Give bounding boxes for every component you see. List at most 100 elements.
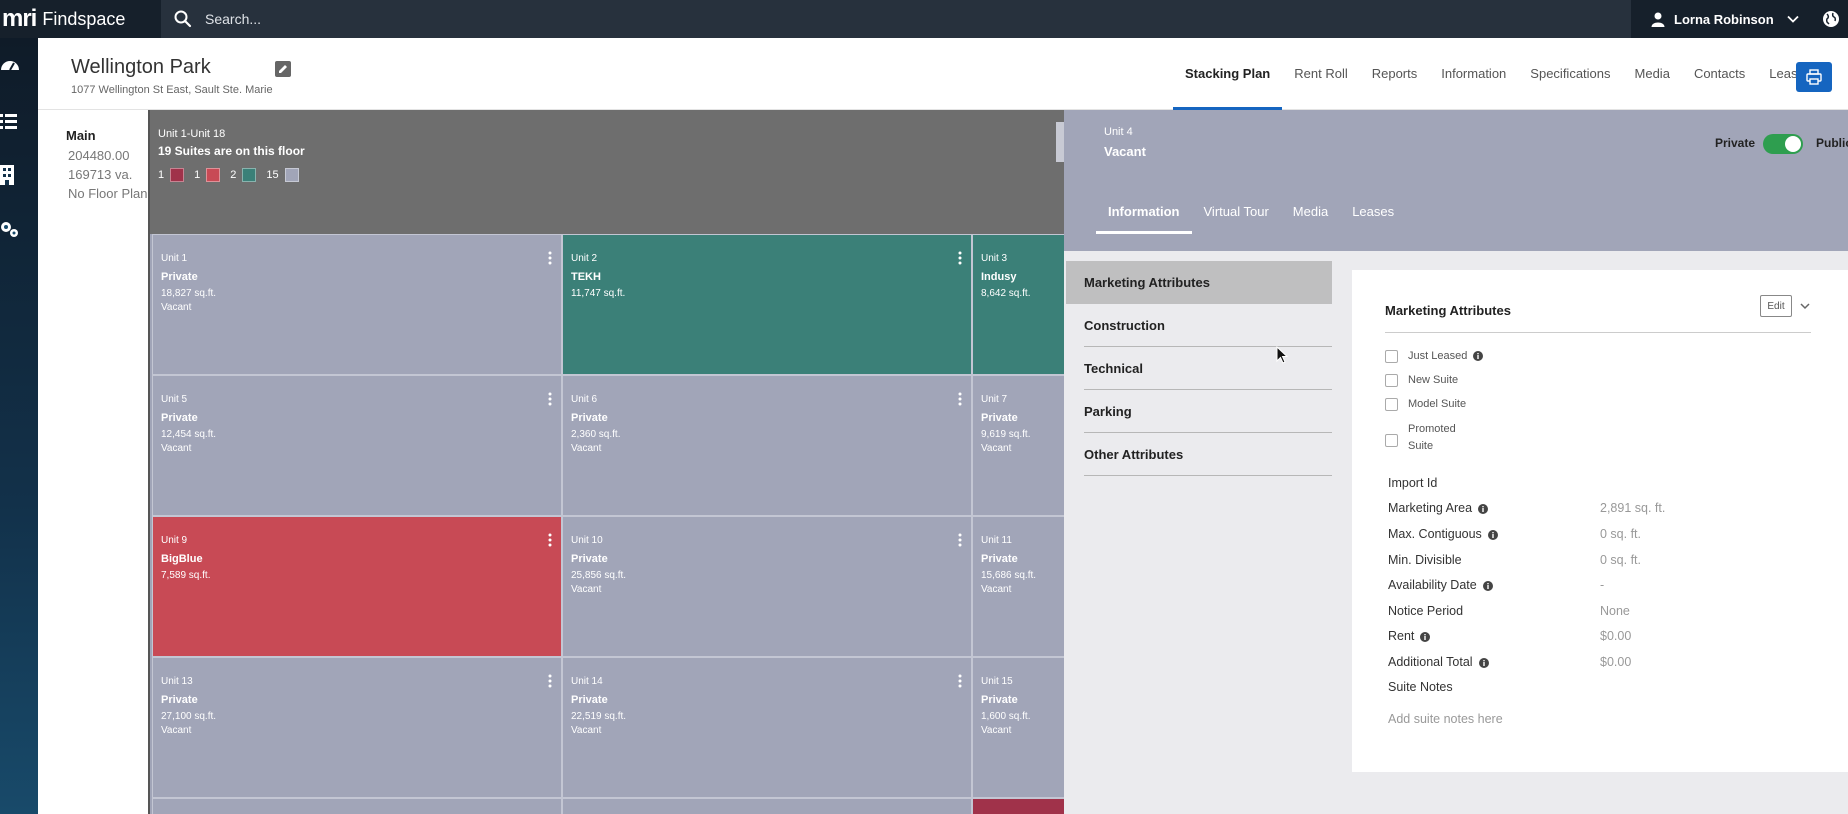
legend-swatch xyxy=(284,168,299,182)
suite-notes-input[interactable]: Add suite notes here xyxy=(1388,712,1503,726)
tab-media[interactable]: Media xyxy=(1292,204,1329,219)
unit-tile[interactable]: Unit 6 Private 2,360 sq.ft. Vacant xyxy=(562,375,972,516)
info-icon[interactable] xyxy=(1487,529,1498,540)
main-nav: Stacking Plan Rent Roll Reports Informat… xyxy=(1173,38,1823,110)
tab-media[interactable]: Media xyxy=(1634,66,1670,81)
unit-tile[interactable]: Unit 15 Private 1,600 sq.ft. Vacant xyxy=(972,657,1064,798)
unit-tenant: Private xyxy=(571,694,608,706)
app-logo[interactable]: mri Findspace xyxy=(0,0,160,38)
checkbox[interactable] xyxy=(1385,350,1398,363)
unit-tile[interactable]: Unit 3 Indusy 8,642 sq.ft. xyxy=(972,234,1064,375)
edit-button[interactable]: Edit xyxy=(1760,295,1792,317)
field-label-text: Availability Date xyxy=(1388,578,1477,592)
visibility-toggle[interactable] xyxy=(1763,134,1803,154)
tab-virtual-tour[interactable]: Virtual Tour xyxy=(1203,204,1269,219)
tab-reports[interactable]: Reports xyxy=(1371,66,1418,81)
floor-plan-status: No Floor Plan xyxy=(68,186,148,201)
menu-parking[interactable]: Parking xyxy=(1084,390,1332,433)
info-icon[interactable] xyxy=(1482,580,1493,591)
unit-tile[interactable]: Unit 13 Private 27,100 sq.ft. Vacant xyxy=(152,657,562,798)
edit-icon[interactable] xyxy=(274,60,292,78)
floor-summary[interactable]: Main 204480.00 169713 va. No Floor Plan xyxy=(38,110,148,814)
field-label: Marketing Area xyxy=(1388,501,1489,515)
settings-icon[interactable] xyxy=(0,218,22,240)
more-options-icon[interactable] xyxy=(955,674,965,688)
search-input[interactable] xyxy=(205,11,1105,27)
checkbox[interactable] xyxy=(1385,398,1398,411)
more-options-icon[interactable] xyxy=(545,533,555,547)
tab-specifications[interactable]: Specifications xyxy=(1530,66,1611,81)
private-label: Private xyxy=(1715,136,1756,150)
search-bar[interactable] xyxy=(161,0,1631,38)
unit-area: 15,686 sq.ft. xyxy=(981,570,1037,581)
user-menu[interactable]: Lorna Robinson xyxy=(1650,0,1800,38)
unit-number: Unit 3 xyxy=(981,253,1008,264)
tab-rent-roll[interactable]: Rent Roll xyxy=(1294,66,1348,81)
print-button[interactable] xyxy=(1796,62,1832,92)
unit-number: Unit 5 xyxy=(161,394,188,405)
more-options-icon[interactable] xyxy=(955,392,965,406)
menu-other-attributes[interactable]: Other Attributes xyxy=(1084,433,1332,476)
unit-tile[interactable]: Unit 2 TEKH 11,747 sq.ft. xyxy=(562,234,972,375)
unit-tile[interactable]: Unit 5 Private 12,454 sq.ft. Vacant xyxy=(152,375,562,516)
unit-area: 22,519 sq.ft. xyxy=(571,711,627,722)
checkbox-promoted-suite[interactable]: Promoted Suite xyxy=(1385,423,1468,455)
legend-swatch xyxy=(242,168,257,182)
unit-status: Vacant xyxy=(571,584,602,595)
user-icon xyxy=(1651,12,1665,27)
checkbox[interactable] xyxy=(1385,434,1398,447)
unit-tile[interactable]: Unit 9 BigBlue 7,589 sq.ft. xyxy=(152,516,562,657)
tab-information[interactable]: Information xyxy=(1096,192,1192,234)
more-options-icon[interactable] xyxy=(545,674,555,688)
info-icon[interactable] xyxy=(1478,503,1489,514)
field-label: Suite Notes xyxy=(1388,680,1453,694)
checkbox-just-leased[interactable]: Just Leased xyxy=(1385,350,1484,365)
menu-marketing-attributes[interactable]: Marketing Attributes xyxy=(1066,261,1332,304)
menu-construction[interactable]: Construction xyxy=(1084,304,1332,347)
unit-tile[interactable]: Unit 7 Private 9,619 sq.ft. Vacant xyxy=(972,375,1064,516)
info-icon[interactable] xyxy=(1473,351,1484,362)
unit-tile[interactable] xyxy=(972,798,1064,814)
unit-tile[interactable]: Unit 10 Private 25,856 sq.ft. Vacant xyxy=(562,516,972,657)
checkbox[interactable] xyxy=(1385,374,1398,387)
menu-technical[interactable]: Technical xyxy=(1084,347,1332,390)
more-options-icon[interactable] xyxy=(955,533,965,547)
tab-information[interactable]: Information xyxy=(1441,66,1507,81)
legend-item: 1 xyxy=(194,168,221,182)
more-options-icon[interactable] xyxy=(955,251,965,265)
field-label: Import Id xyxy=(1388,476,1438,490)
checkbox-new-suite[interactable]: New Suite xyxy=(1385,374,1468,389)
unit-area: 11,747 sq.ft. xyxy=(571,288,626,299)
unit-tile[interactable]: Unit 1 Private 18,827 sq.ft. Vacant xyxy=(152,234,562,375)
legend-item: 2 xyxy=(230,168,257,182)
unit-tile[interactable]: Unit 11 Private 15,686 sq.ft. Vacant xyxy=(972,516,1064,657)
unit-tile[interactable] xyxy=(562,798,972,814)
unit-number: Unit 10 xyxy=(571,535,603,546)
unit-tile[interactable]: Unit 14 Private 22,519 sq.ft. Vacant xyxy=(562,657,972,798)
tab-contacts[interactable]: Contacts xyxy=(1693,66,1746,81)
building-icon[interactable] xyxy=(0,164,22,186)
globe-icon[interactable] xyxy=(1822,10,1840,28)
unit-status: Vacant xyxy=(981,584,1012,595)
unit-number: Unit 11 xyxy=(981,535,1012,546)
checkbox-model-suite[interactable]: Model Suite xyxy=(1385,398,1468,413)
unit-tenant: Indusy xyxy=(981,271,1017,283)
unit-area: 9,619 sq.ft. xyxy=(981,429,1031,440)
list-icon[interactable] xyxy=(0,110,22,132)
chevron-down-icon[interactable] xyxy=(1799,300,1811,312)
field-value: 2,891 sq. ft. xyxy=(1600,501,1666,515)
tab-stacking-plan[interactable]: Stacking Plan xyxy=(1173,38,1283,110)
unit-number: Unit 1 xyxy=(161,253,188,264)
info-icon[interactable] xyxy=(1478,657,1489,668)
tab-leases[interactable]: Leases xyxy=(1352,204,1395,219)
dashboard-icon[interactable] xyxy=(0,56,22,78)
checkbox-label: New Suite xyxy=(1408,374,1459,386)
unit-tile[interactable] xyxy=(152,798,562,814)
more-options-icon[interactable] xyxy=(545,251,555,265)
unit-tenant: Private xyxy=(981,412,1018,424)
field-label: Additional Total xyxy=(1388,655,1489,669)
legend-swatch xyxy=(206,168,221,182)
legend-count: 15 xyxy=(266,169,279,181)
info-icon[interactable] xyxy=(1420,631,1431,642)
more-options-icon[interactable] xyxy=(545,392,555,406)
